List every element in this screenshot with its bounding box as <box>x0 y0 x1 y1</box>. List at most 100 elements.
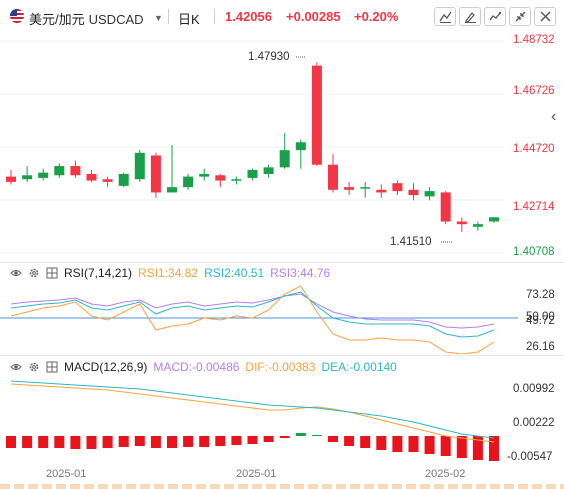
macd-histogram-bar <box>199 436 210 447</box>
candle-body <box>54 166 65 176</box>
x-axis-label: 2025-02 <box>425 468 466 480</box>
macd-tick: 0.00222 <box>513 417 555 429</box>
rsi-line-2 <box>10 291 495 338</box>
macd-histogram-bar <box>183 436 194 447</box>
macd-histogram-bar <box>472 436 483 460</box>
rsi-chart[interactable] <box>0 282 564 354</box>
macd-histogram-bar <box>231 436 242 445</box>
macd-tick: 0.00992 <box>513 383 555 395</box>
candle-body <box>150 155 161 193</box>
collapse-arrow-icon[interactable]: ‹ <box>551 108 557 125</box>
macd-histogram-bar <box>150 436 161 448</box>
macd-histogram-bar <box>376 436 387 450</box>
macd-histogram-bar <box>70 436 81 449</box>
candle-body <box>472 224 483 227</box>
candle-body <box>344 187 355 190</box>
candle-body <box>118 173 129 186</box>
macd-histogram-bar <box>54 436 65 448</box>
price-change-percent: +0.20% <box>354 9 399 24</box>
low-price-label: 1.41510 <box>390 236 432 248</box>
candle-body <box>167 187 177 193</box>
rsi-name: RSI(7,14,21) <box>64 266 133 280</box>
close-button[interactable] <box>534 7 556 26</box>
grid-icon[interactable] <box>46 267 58 279</box>
macd-histogram-bar <box>344 436 355 446</box>
macd-histogram-bar <box>360 436 371 448</box>
dif-line <box>10 383 495 443</box>
candle-body <box>231 179 242 181</box>
price-tick: 1.46726 <box>513 85 555 97</box>
symbol-cn-name: 美元/加元 <box>29 12 85 27</box>
pane-divider <box>0 355 564 356</box>
high-price-label: 1.47930 <box>248 51 290 63</box>
divider <box>168 9 169 24</box>
candle-body <box>215 175 226 181</box>
candle-body <box>279 150 290 168</box>
rsi-tick: 73.28 <box>526 289 555 301</box>
drawing-tools-button[interactable] <box>459 7 481 26</box>
price-tick: 1.42714 <box>513 201 555 213</box>
macd-histogram-bar <box>279 436 290 438</box>
candlestick-chart[interactable] <box>0 33 564 261</box>
rsi1-value: RSI1:34.82 <box>138 266 199 280</box>
rsi-tick: 26.16 <box>526 341 555 353</box>
candle-body <box>134 152 145 180</box>
candle-body <box>247 169 258 178</box>
candle-body <box>424 191 435 197</box>
candle-body <box>456 221 467 225</box>
timeframe-selector[interactable]: 日K <box>178 9 200 28</box>
macd-tick: -0.00547 <box>507 451 553 463</box>
candle-body <box>102 179 113 182</box>
macd-header: MACD(12,26,9) MACD:-0.00486 DIF:-0.00383… <box>10 359 397 375</box>
dea-value: DEA:-0.00140 <box>321 360 397 374</box>
rsi-header: RSI(7,14,21) RSI1:34.82 RSI2:40.51 RSI3:… <box>10 265 330 281</box>
chevron-down-icon[interactable]: ▼ <box>154 13 163 23</box>
indicator-button[interactable] <box>484 7 506 26</box>
chart-toolbar: 美元/加元 USDCAD ▼ 日K 1.42056 +0.00285 +0.20% <box>0 0 564 33</box>
macd-value: MACD:-0.00486 <box>153 360 240 374</box>
price-change: +0.00285 <box>286 9 341 24</box>
symbol-selector[interactable]: 美元/加元 USDCAD <box>29 9 144 28</box>
gear-icon[interactable] <box>28 267 40 279</box>
candle-body <box>408 189 419 196</box>
line-draw-icon <box>438 11 452 23</box>
candle-body <box>70 166 81 176</box>
rsi-tick: 50.00 <box>526 311 555 323</box>
eye-icon[interactable] <box>10 267 22 279</box>
fullscreen-exit-button[interactable] <box>509 7 531 26</box>
time-scroll-bar[interactable] <box>0 484 564 489</box>
candle-body <box>376 189 387 193</box>
indicator-icon <box>488 11 501 21</box>
dif-value: DIF:-0.00383 <box>245 360 316 374</box>
x-axis-label: 2025-01 <box>236 468 277 480</box>
dea-line <box>10 380 495 439</box>
eye-icon[interactable] <box>10 361 22 373</box>
rsi-tick: 49.72 <box>526 315 555 327</box>
pane-divider <box>0 262 564 263</box>
macd-histogram-bar <box>263 436 274 442</box>
gear-icon[interactable] <box>28 361 40 373</box>
macd-histogram-bar <box>247 436 258 444</box>
candle-body <box>183 176 194 188</box>
rsi3-value: RSI3:44.76 <box>270 266 331 280</box>
macd-histogram-bar <box>22 436 33 448</box>
price-tick: 1.40708 <box>513 246 555 258</box>
candle-body <box>38 172 49 178</box>
macd-histogram-bar <box>6 436 16 448</box>
us-flag-icon <box>10 9 24 23</box>
grid-icon[interactable] <box>46 361 58 373</box>
macd-histogram-bar <box>167 436 177 448</box>
macd-histogram-bar <box>489 436 499 461</box>
macd-histogram-bar <box>118 436 129 447</box>
line-draw-button[interactable] <box>434 7 456 26</box>
macd-histogram-bar <box>328 436 338 442</box>
macd-histogram-bar <box>38 436 49 448</box>
macd-histogram-bar <box>295 433 306 436</box>
macd-chart[interactable] <box>0 376 564 466</box>
timeframe-label: 日K <box>178 12 200 27</box>
candle-body <box>86 173 97 181</box>
macd-histogram-bar <box>102 436 113 448</box>
close-icon <box>540 11 550 22</box>
candle-body <box>6 176 16 182</box>
candle-body <box>440 192 451 222</box>
